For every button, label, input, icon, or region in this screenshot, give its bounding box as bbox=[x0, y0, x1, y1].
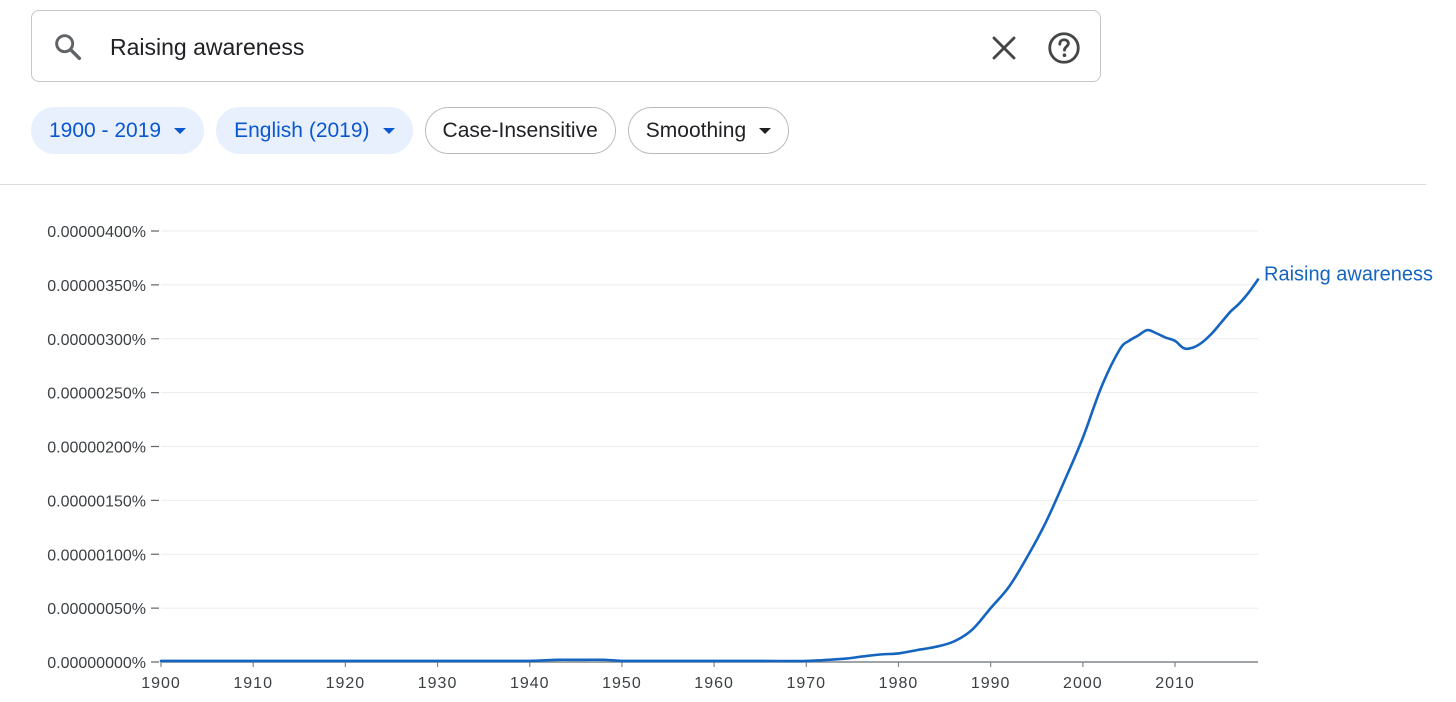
data-point bbox=[1183, 347, 1185, 349]
data-point bbox=[575, 659, 577, 661]
x-tick-label: 1920 bbox=[326, 675, 366, 692]
year-range-label: 1900 - 2019 bbox=[49, 118, 162, 142]
help-icon[interactable] bbox=[1046, 30, 1082, 66]
corpus-dropdown[interactable]: English (2019) bbox=[216, 107, 413, 154]
x-tick-label: 2000 bbox=[1063, 675, 1103, 692]
y-tick-label: 0.00000100% bbox=[47, 547, 146, 564]
year-range-dropdown[interactable]: 1900 - 2019 bbox=[31, 107, 205, 154]
data-point bbox=[648, 660, 650, 662]
data-point bbox=[1026, 555, 1028, 557]
x-tick-label: 1980 bbox=[879, 675, 919, 692]
series-label: Raising awareness bbox=[1264, 263, 1433, 285]
data-point bbox=[1100, 386, 1102, 388]
data-point bbox=[482, 660, 484, 662]
data-point bbox=[953, 640, 955, 642]
data-point bbox=[390, 660, 392, 662]
data-point bbox=[621, 660, 623, 662]
data-point bbox=[842, 658, 844, 660]
data-point bbox=[160, 660, 162, 662]
y-tick-label: 0.00000400% bbox=[47, 224, 146, 241]
data-point bbox=[1220, 321, 1222, 323]
y-tick-label: 0.00000350% bbox=[47, 278, 146, 295]
x-tick-label: 1910 bbox=[233, 675, 273, 692]
x-tick-label: 1990 bbox=[971, 675, 1011, 692]
data-point bbox=[1008, 585, 1010, 587]
data-point bbox=[602, 659, 604, 661]
data-point bbox=[1119, 348, 1121, 350]
data-point bbox=[298, 660, 300, 662]
ngram-chart: 0.00000000% 0.00000050% 0.00000100% 0.00000… bbox=[47, 224, 1433, 692]
x-tick-label: 1930 bbox=[418, 675, 458, 692]
search-input[interactable] bbox=[110, 27, 970, 67]
search-icon bbox=[55, 34, 82, 61]
search-bar[interactable] bbox=[31, 10, 1101, 82]
data-point bbox=[759, 660, 761, 662]
data-point bbox=[252, 660, 254, 662]
data-point bbox=[436, 660, 438, 662]
x-tick-label: 2010 bbox=[1155, 675, 1195, 692]
caret-down-icon bbox=[174, 127, 187, 134]
data-point bbox=[1257, 278, 1259, 280]
data-point bbox=[1082, 437, 1084, 439]
data-point bbox=[556, 659, 558, 661]
data-point bbox=[805, 660, 807, 662]
data-point bbox=[529, 660, 531, 662]
case-insensitive-toggle[interactable]: Case-Insensitive bbox=[424, 107, 616, 154]
data-point bbox=[879, 653, 881, 655]
data-point bbox=[1137, 334, 1139, 336]
data-point bbox=[1165, 337, 1167, 339]
data-point bbox=[1248, 291, 1250, 293]
smoothing-dropdown[interactable]: Smoothing bbox=[627, 107, 790, 154]
data-point bbox=[1155, 332, 1157, 334]
data-point bbox=[971, 629, 973, 631]
x-tick-label: 1960 bbox=[694, 675, 734, 692]
y-tick-label: 0.00000300% bbox=[47, 332, 146, 349]
caret-down-icon bbox=[759, 127, 772, 134]
filter-bar: 1900 - 2019 English (2019) Case-Insensit… bbox=[31, 107, 790, 154]
divider bbox=[0, 184, 1426, 185]
corpus-label: English (2019) bbox=[234, 118, 370, 142]
y-tick-label: 0.00000200% bbox=[47, 440, 146, 457]
data-point bbox=[1063, 480, 1065, 482]
data-point bbox=[990, 607, 992, 609]
data-point bbox=[1128, 340, 1130, 342]
y-tick-label: 0.00000000% bbox=[47, 655, 146, 672]
y-tick-label: 0.00000150% bbox=[47, 493, 146, 510]
data-point bbox=[695, 660, 697, 662]
y-tick-label: 0.00000050% bbox=[47, 601, 146, 618]
x-tick-label: 1970 bbox=[786, 675, 826, 692]
data-point bbox=[344, 660, 346, 662]
smoothing-label: Smoothing bbox=[645, 118, 747, 142]
data-point bbox=[1202, 341, 1204, 343]
data-point bbox=[934, 646, 936, 648]
case-label: Case-Insensitive bbox=[442, 118, 598, 142]
x-tick-label: 1900 bbox=[141, 675, 181, 692]
data-point bbox=[897, 652, 899, 654]
data-point bbox=[1192, 346, 1194, 348]
x-tick-label: 1940 bbox=[510, 675, 550, 692]
series-line bbox=[159, 278, 1260, 663]
data-point bbox=[1045, 521, 1047, 523]
data-point bbox=[1238, 302, 1240, 304]
data-point bbox=[1211, 332, 1213, 334]
close-icon[interactable] bbox=[989, 33, 1019, 63]
x-tick-label: 1950 bbox=[602, 675, 642, 692]
data-point bbox=[1174, 340, 1176, 342]
caret-down-icon bbox=[382, 127, 395, 134]
data-point bbox=[1146, 329, 1148, 331]
data-point bbox=[1229, 311, 1231, 313]
data-point bbox=[206, 660, 208, 662]
data-point bbox=[860, 655, 862, 657]
data-point bbox=[916, 649, 918, 651]
y-tick-label: 0.00000250% bbox=[47, 386, 146, 403]
